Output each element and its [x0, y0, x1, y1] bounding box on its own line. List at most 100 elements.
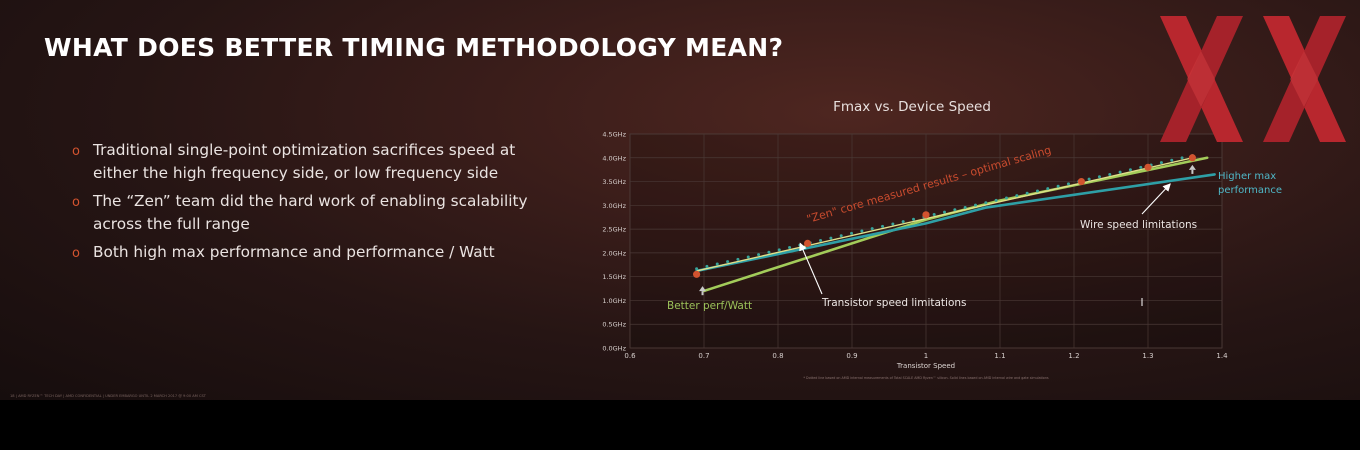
x-tick-label: 1.3: [1142, 352, 1153, 360]
zen-results-dot: [891, 222, 895, 226]
zen-results-dot: [715, 262, 719, 266]
zen-results-dot: [912, 217, 916, 221]
bullet-item: o Both high max performance and performan…: [72, 241, 532, 264]
wire-limit-line: [695, 173, 1216, 273]
x-tick-label: 0.7: [698, 352, 709, 360]
zen-results-dot: [757, 253, 761, 257]
zen-results-dot: [839, 234, 843, 238]
zen-results-dot: [1139, 165, 1143, 169]
y-tick-label: 2.5GHz: [602, 226, 626, 234]
zen-results-dot: [1097, 175, 1101, 179]
zen-results-dot: [953, 208, 957, 212]
zen-results-line: [696, 157, 1193, 272]
transistor-arrow: [799, 242, 823, 295]
zen-results-dot: [860, 229, 864, 233]
bullet-item: o The “Zen” team did the hard work of ena…: [72, 190, 532, 236]
high-end-up-marker-icon: [1188, 164, 1196, 170]
zen-results-dot: [767, 250, 771, 254]
transistor-limit-label: Transistor speed limitations: [821, 297, 967, 309]
x-tick-label: 0.6: [624, 352, 636, 360]
zen-results-dot: [994, 198, 998, 202]
zen-results-dot: [1066, 182, 1070, 186]
zen-results-dot: [1004, 196, 1008, 200]
zen-measured-point: [922, 211, 930, 219]
zen-measured-point: [693, 270, 701, 278]
x-axis-label: Transistor Speed: [896, 362, 955, 370]
y-tick-label: 3.5GHz: [602, 178, 626, 186]
zen-measured-point: [804, 239, 812, 247]
zen-results-dot: [1128, 168, 1132, 172]
x-tick-label: 0.9: [846, 352, 857, 360]
y-tick-label: 4.0GHz: [602, 154, 626, 162]
bullet-text: The “Zen” team did the hard work of enab…: [93, 192, 528, 233]
y-tick-label: 1.0GHz: [602, 297, 626, 305]
zen-results-dot: [932, 213, 936, 217]
zen-measured-point: [1077, 177, 1085, 186]
zen-results-dot: [881, 224, 885, 228]
zen-results-dot: [726, 260, 730, 264]
wire-arrow: [1141, 183, 1171, 215]
bullet-text: Both high max performance and performanc…: [93, 243, 495, 261]
bullet-marker-icon: o: [72, 144, 80, 159]
zen-results-dot: [973, 203, 977, 207]
higher-max-label: Higher max: [1218, 171, 1276, 182]
zen-results-dot: [829, 236, 833, 240]
y-tick-label: 0.0GHz: [602, 345, 626, 353]
zen-results-dot: [695, 267, 699, 271]
zen-results-dot: [1056, 184, 1060, 188]
zen-results-dot: [1046, 187, 1050, 191]
zen-results-dot: [901, 220, 905, 224]
zen-results-dot: [788, 246, 792, 250]
x-tick-label: 1: [924, 352, 928, 360]
y-tick-label: 4.5GHz: [602, 131, 626, 139]
zen-results-dot: [1015, 194, 1019, 198]
zen-measured-point: [1144, 163, 1152, 171]
zen-results-dot: [705, 264, 709, 268]
zen-results-dot: [777, 248, 781, 252]
zen-results-dot: [1087, 177, 1091, 181]
zen-results-dot: [736, 257, 740, 261]
slide-footer: 18 | AMD RYZEN™ TECH DAY | AMD CONFIDENT…: [10, 394, 206, 398]
slide-title: WHAT DOES BETTER TIMING METHODOLOGY MEAN…: [44, 33, 784, 62]
higher-max-label-line2: performance: [1218, 185, 1282, 196]
bullet-marker-icon: o: [72, 246, 80, 261]
x-tick-label: 1.4: [1216, 352, 1228, 360]
chart-footnote: * Dotted line based on AMD internal meas…: [803, 376, 1049, 380]
wire-limit-label: Wire speed limitations: [1080, 219, 1197, 231]
zen-results-dot: [943, 210, 946, 214]
y-tick-label: 1.5GHz: [602, 273, 626, 281]
x-tick-label: 1.1: [994, 352, 1005, 360]
bullet-list: o Traditional single-point optimization s…: [72, 139, 532, 269]
better-perf-watt-label: Better perf/Watt: [667, 300, 752, 312]
slide: WHAT DOES BETTER TIMING METHODOLOGY MEAN…: [0, 0, 1360, 400]
low-end-up-marker-icon: [699, 286, 707, 292]
x-tick-label: 0.8: [772, 352, 783, 360]
chart-title: Fmax vs. Device Speed: [833, 99, 991, 115]
high-end-up-marker-stem: [1191, 169, 1194, 174]
bullet-text: Traditional single-point optimization sa…: [93, 141, 516, 182]
chart-series: [693, 154, 1216, 296]
low-end-up-marker-stem: [701, 291, 704, 296]
y-tick-label: 2.0GHz: [602, 249, 626, 257]
xx-logo-icon: [1160, 16, 1346, 142]
zen-results-dot: [746, 255, 750, 259]
zen-results-dot: [819, 238, 823, 242]
zen-results-dot: [963, 205, 967, 209]
bullet-item: o Traditional single-point optimization s…: [72, 139, 532, 185]
zen-results-dot: [1035, 189, 1039, 193]
zen-measured-point: [1188, 154, 1196, 162]
y-tick-label: 0.5GHz: [602, 321, 626, 329]
zen-results-dot: [1159, 161, 1163, 165]
fmax-chart: Fmax vs. Device Speed 0.6 0.7 0.8 0.9 1 1.1 1.…: [602, 99, 1282, 380]
bullet-marker-icon: o: [72, 195, 80, 210]
zen-results-dot: [1170, 158, 1174, 162]
zen-results-dot: [850, 231, 854, 235]
zen-results-dot: [1180, 156, 1184, 160]
zen-results-dot: [1108, 172, 1112, 176]
zen-results-dot: [1118, 170, 1122, 174]
chart-grid: [629, 133, 1223, 349]
zen-results-dot: [984, 201, 988, 205]
x-tick-label: 1.2: [1068, 352, 1079, 360]
zen-results-dot: [870, 227, 874, 231]
chart-axes: 0.6 0.7 0.8 0.9 1 1.1 1.2 1.3 1.4 0.0GHz 0.5GHz 1.0…: [602, 131, 1228, 361]
